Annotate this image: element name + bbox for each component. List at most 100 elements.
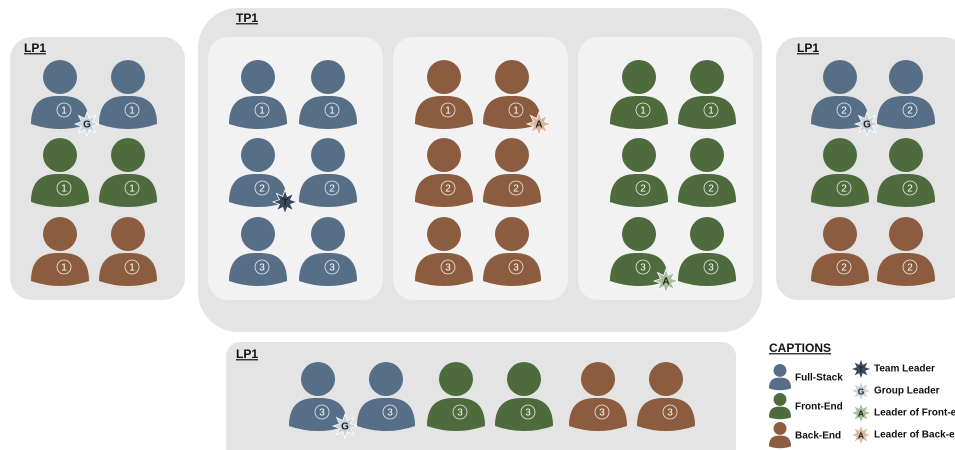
sub-panel bbox=[208, 37, 383, 300]
panel-title: TP1 bbox=[236, 11, 258, 25]
person: 2 bbox=[877, 217, 935, 286]
person-number: 3 bbox=[457, 408, 463, 419]
number-ring bbox=[324, 102, 340, 118]
person-body bbox=[99, 253, 157, 286]
person: 1G bbox=[31, 60, 101, 138]
caption-role: Front-End bbox=[768, 393, 843, 420]
person-body bbox=[678, 174, 736, 207]
person: 1 bbox=[31, 217, 89, 286]
person-body bbox=[415, 253, 473, 286]
person-body bbox=[610, 253, 668, 286]
person: 3 bbox=[637, 362, 695, 431]
person-body bbox=[483, 253, 541, 286]
person-body bbox=[637, 398, 695, 431]
person: 3 bbox=[427, 362, 485, 431]
person-number: 2 bbox=[907, 106, 913, 117]
person-body bbox=[229, 96, 287, 129]
person-body bbox=[768, 406, 792, 420]
person: 2G bbox=[811, 60, 881, 138]
number-ring bbox=[635, 259, 651, 275]
person-body bbox=[31, 96, 89, 129]
person: 1 bbox=[31, 138, 89, 207]
number-ring bbox=[836, 259, 852, 275]
caption-label: Back-End bbox=[795, 431, 841, 442]
person-head bbox=[241, 138, 275, 172]
person-body bbox=[678, 253, 736, 286]
person-body bbox=[31, 174, 89, 207]
person-number: 1 bbox=[61, 263, 67, 274]
number-ring bbox=[324, 259, 340, 275]
person-head bbox=[773, 393, 787, 406]
number-ring bbox=[324, 180, 340, 196]
number-ring bbox=[440, 180, 456, 196]
person: 2T bbox=[229, 138, 299, 216]
number-ring bbox=[836, 180, 852, 196]
badge-letter: A bbox=[858, 430, 864, 440]
person-body bbox=[495, 398, 553, 431]
person-head bbox=[507, 362, 541, 396]
person-head bbox=[622, 217, 656, 251]
number-ring bbox=[56, 180, 72, 196]
person-head bbox=[311, 217, 345, 251]
person-head bbox=[43, 217, 77, 251]
number-ring bbox=[314, 404, 330, 420]
badge-letter: G bbox=[858, 386, 865, 396]
person-number: 1 bbox=[445, 106, 451, 117]
number-ring bbox=[452, 404, 468, 420]
person: 3 bbox=[415, 217, 473, 286]
person-head bbox=[649, 362, 683, 396]
person-head bbox=[241, 217, 275, 251]
person-head bbox=[427, 60, 461, 94]
number-ring bbox=[594, 404, 610, 420]
person: 3 bbox=[569, 362, 627, 431]
person-number: 1 bbox=[129, 184, 135, 195]
leader-badge: G bbox=[849, 379, 873, 403]
badge-star bbox=[849, 379, 873, 403]
person: 2 bbox=[678, 138, 736, 207]
person-head bbox=[495, 217, 529, 251]
person: 3 bbox=[299, 217, 357, 286]
person-number: 1 bbox=[129, 263, 135, 274]
person: 2 bbox=[415, 138, 473, 207]
number-ring bbox=[508, 259, 524, 275]
person-head bbox=[111, 138, 145, 172]
caption-leader: A Leader of Front-end bbox=[849, 401, 955, 425]
person-body bbox=[877, 253, 935, 286]
person: 3 bbox=[678, 217, 736, 286]
person-number: 3 bbox=[329, 263, 335, 274]
person-number: 1 bbox=[129, 106, 135, 117]
person-body bbox=[427, 398, 485, 431]
person-body bbox=[299, 96, 357, 129]
person-head bbox=[111, 60, 145, 94]
number-ring bbox=[902, 102, 918, 118]
person: 1 bbox=[99, 217, 157, 286]
person: 1 bbox=[678, 60, 736, 129]
badge-star bbox=[331, 412, 359, 440]
person: 3 bbox=[357, 362, 415, 431]
person-body bbox=[678, 96, 736, 129]
person: 1 bbox=[99, 138, 157, 207]
person-body bbox=[569, 398, 627, 431]
sub-panel bbox=[393, 37, 568, 300]
person-body bbox=[299, 174, 357, 207]
person-number: 3 bbox=[387, 408, 393, 419]
caption-role: Back-End bbox=[768, 422, 841, 449]
person-number: 1 bbox=[329, 106, 335, 117]
person: 1 bbox=[299, 60, 357, 129]
badge-star bbox=[271, 188, 299, 216]
person-number: 3 bbox=[599, 408, 605, 419]
person-number: 3 bbox=[445, 263, 451, 274]
number-ring bbox=[254, 180, 270, 196]
person-body bbox=[357, 398, 415, 431]
person-body bbox=[289, 398, 347, 431]
person-head bbox=[690, 138, 724, 172]
person-number: 2 bbox=[907, 184, 913, 195]
person-head bbox=[311, 138, 345, 172]
person-number: 1 bbox=[640, 106, 646, 117]
person-body bbox=[877, 96, 935, 129]
person-number: 2 bbox=[708, 184, 714, 195]
captions-title: CAPTIONS bbox=[769, 341, 831, 355]
number-ring bbox=[124, 180, 140, 196]
leader-badge: G bbox=[853, 110, 881, 138]
number-ring bbox=[902, 180, 918, 196]
